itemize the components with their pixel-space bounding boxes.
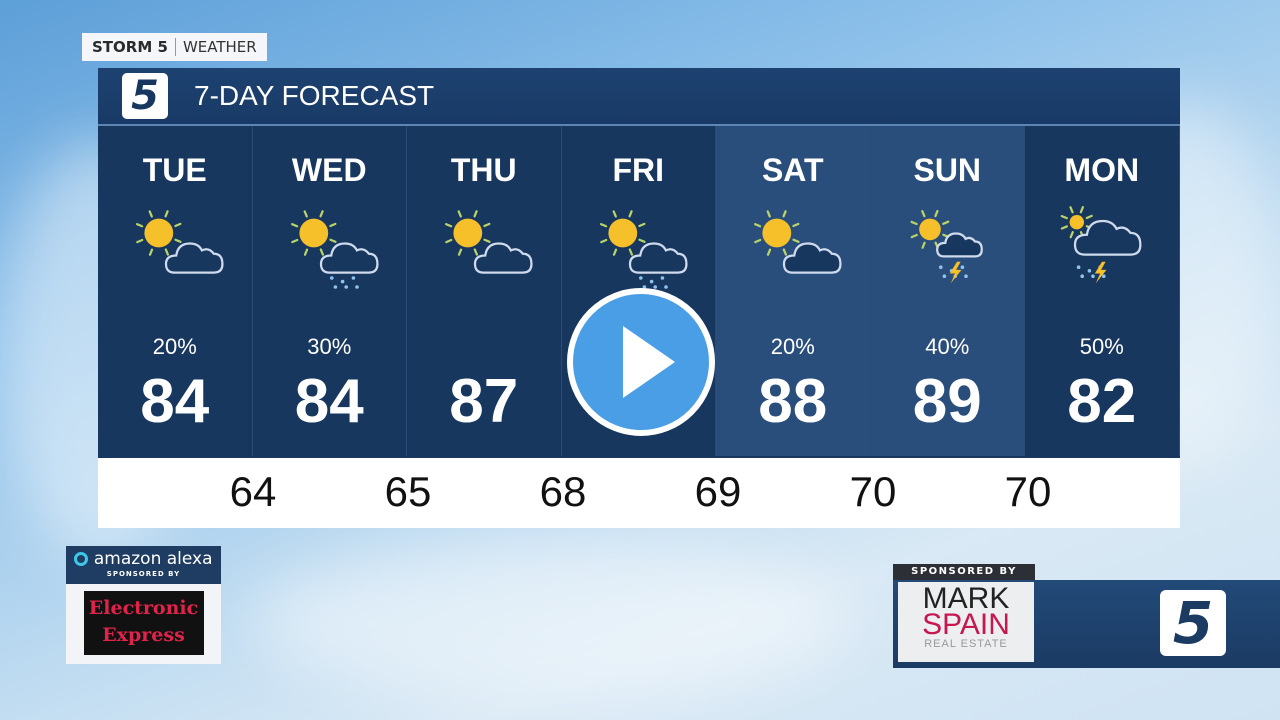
partly-cloudy-icon <box>434 206 534 296</box>
partly-cloudy-rain-icon <box>589 206 689 296</box>
low-temp: 68 <box>539 468 587 515</box>
day-label: MON <box>1064 152 1140 188</box>
day-label: TUE <box>142 152 207 188</box>
forecast-panel: 5 7-DAY FORECAST TUE 20% 84 WED 30% 84 THU… <box>98 68 1180 458</box>
high-temp: 82 <box>1067 367 1137 436</box>
partly-cloudy-icon <box>743 206 843 296</box>
real-estate-text: REAL ESTATE <box>924 638 1008 650</box>
day-column-sun: SUN 40% 89 <box>870 126 1025 456</box>
high-temp: 84 <box>294 367 364 436</box>
day-column-mon: MON 50% 82 <box>1025 126 1180 456</box>
low-temp: 70 <box>849 468 897 515</box>
day-label: SAT <box>761 152 824 188</box>
low-temp: 65 <box>384 468 432 515</box>
alexa-label: amazon alexa <box>93 549 213 569</box>
ee-line2: Express <box>102 624 185 646</box>
brand-section: WEATHER <box>182 38 257 56</box>
ee-line1: Electronic <box>88 597 199 619</box>
partly-cloudy-rain-icon <box>280 206 380 296</box>
precip-chance: 20% <box>770 334 815 359</box>
partly-cloudy-storm-icon <box>898 206 998 296</box>
play-button[interactable] <box>567 288 715 436</box>
low-temp: 69 <box>694 468 742 515</box>
high-temp: 84 <box>140 367 210 436</box>
channel-5-logo-bottom: 5 <box>1160 590 1226 656</box>
day-column-fri: FRI <box>562 126 716 456</box>
day-column-thu: THU 87 <box>407 126 562 456</box>
day-label: SUN <box>913 152 982 188</box>
alexa-ring-icon <box>74 552 89 566</box>
precip-chance: 20% <box>152 334 197 359</box>
day-label: WED <box>291 152 367 188</box>
day-columns: TUE 20% 84 WED 30% 84 THU 87 FRI SAT 20% 88… <box>98 126 1180 456</box>
storm-icon <box>1052 206 1152 296</box>
precip-chance: 30% <box>307 334 352 359</box>
low-temp: 64 <box>229 468 277 515</box>
bg-cloud <box>250 540 850 700</box>
low-temps-row: 64 65 68 69 70 70 <box>98 458 1180 528</box>
alexa-sponsored-by: SPONSORED BY <box>106 570 181 578</box>
low-temp: 70 <box>1004 468 1052 515</box>
precip-chance: 50% <box>1079 334 1124 359</box>
brand-name: STORM 5 <box>92 38 176 56</box>
high-temp: 88 <box>758 367 828 436</box>
alexa-sponsor: amazon alexa SPONSORED BY Electronic Expre… <box>66 546 221 664</box>
day-column-tue: TUE 20% 84 <box>98 126 253 456</box>
day-column-wed: WED 30% 84 <box>253 126 407 456</box>
spain-text: SPAIN <box>922 608 1010 641</box>
high-temp: 89 <box>912 367 982 436</box>
day-label: THU <box>450 152 517 188</box>
day-column-sat: SAT 20% 88 <box>716 126 871 456</box>
channel-5-logo: 5 <box>122 73 168 119</box>
high-temp: 87 <box>449 367 519 436</box>
forecast-header: 5 7-DAY FORECAST <box>98 68 1180 126</box>
day-label: FRI <box>612 152 665 188</box>
page-title: 7-DAY FORECAST <box>194 80 435 111</box>
partly-cloudy-icon <box>125 206 225 296</box>
mark-spain-logo: MARK SPAIN REAL ESTATE <box>898 582 1034 662</box>
mark-text: MARK <box>922 582 1010 615</box>
sponsored-by-label: SPONSORED BY <box>893 564 1035 580</box>
brand-tag: STORM 5 WEATHER <box>82 33 267 61</box>
electronic-express-logo: Electronic Express <box>83 591 204 655</box>
precip-chance: 40% <box>925 334 970 359</box>
